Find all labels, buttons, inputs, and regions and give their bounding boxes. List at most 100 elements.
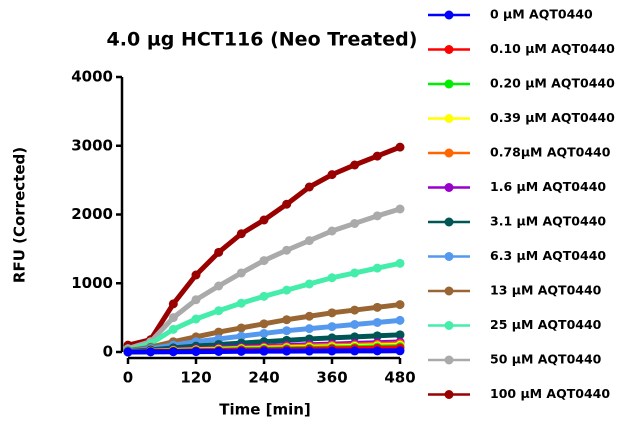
data-point [282,285,292,295]
data-point [236,268,246,278]
data-point [304,346,314,356]
legend-label: 13 µM AQT0440 [490,283,602,298]
legend-marker [444,183,454,192]
legend-marker [444,286,454,296]
data-point [191,295,201,305]
data-point [372,346,382,356]
y-tick-label: 4000 [71,68,113,86]
x-tick-label: 0 [123,369,133,387]
chart-title: 4.0 µg HCT116 (Neo Treated) [107,29,418,51]
data-point [395,346,405,356]
legend-marker [444,217,454,227]
data-point [372,317,382,327]
data-point [395,330,405,340]
data-point [236,346,246,356]
y-tick-label: 0 [103,343,113,361]
data-point [395,258,405,268]
x-tick-label: 480 [384,369,415,387]
legend-label: 6.3 µM AQT0440 [490,248,606,263]
data-point [372,263,382,273]
legend-label: 0.10 µM AQT0440 [490,41,615,56]
data-point [350,305,360,315]
data-point [214,247,224,257]
legend-label: 0.78µM AQT0440 [490,145,611,160]
data-point [327,170,337,180]
x-axis-title: Time [min] [219,401,311,419]
data-point [236,298,246,308]
data-point [350,160,360,170]
legend-label: 25 µM AQT0440 [490,317,602,332]
legend-marker [444,321,454,330]
data-point [372,331,382,341]
legend-label: 100 µM AQT0440 [490,386,610,401]
data-point [214,306,224,316]
data-point [395,204,405,214]
data-point [259,215,269,225]
legend-marker [444,114,454,123]
data-point [282,245,292,255]
data-point [282,326,292,336]
data-point [282,315,292,325]
data-point [327,308,337,318]
data-point [350,218,360,228]
data-point [259,319,269,329]
data-point [327,273,337,283]
data-point [191,314,201,324]
data-point [191,270,201,280]
data-point [168,347,178,357]
data-point [350,332,360,342]
data-point [214,346,224,356]
data-point [282,199,292,209]
legend-label: 3.1 µM AQT0440 [490,214,606,229]
data-point [395,300,405,310]
data-point [304,236,314,246]
data-point [304,324,314,334]
data-point [259,346,269,356]
legend-label: 0.39 µM AQT0440 [490,110,615,125]
x-tick-label: 360 [316,369,347,387]
data-point [236,323,246,333]
data-point [327,226,337,236]
data-point [372,211,382,221]
x-tick-label: 120 [180,369,211,387]
legend-marker [444,252,454,261]
data-point [350,320,360,329]
legend-label: 0 µM AQT0440 [490,7,593,22]
data-point [168,299,178,309]
data-point [259,328,269,338]
data-point [350,346,360,356]
data-point [214,327,224,337]
data-point [236,331,246,341]
data-point [123,347,133,357]
data-point [395,315,405,325]
legend-label: 50 µM AQT0440 [490,352,602,367]
legend-label: 0.20 µM AQT0440 [490,76,615,91]
x-tick-label: 240 [248,369,279,387]
y-tick-label: 2000 [71,205,113,223]
data-point [304,182,314,192]
legend-marker [444,10,454,20]
data-point [395,142,405,152]
data-point [191,347,201,357]
data-point [259,291,269,301]
data-point [372,302,382,312]
legend-marker [444,79,454,89]
data-point [214,281,224,291]
data-point [282,346,292,356]
legend-marker [444,355,454,365]
data-point [350,268,360,278]
data-point [327,333,337,343]
legend-marker [444,390,454,399]
data-point [236,229,246,239]
data-point [327,346,337,356]
legend-marker [444,148,454,158]
data-point [327,322,337,332]
data-point [259,256,269,266]
y-tick-label: 3000 [71,136,113,154]
data-point [304,311,314,321]
data-point [168,313,178,323]
y-tick-label: 1000 [71,274,113,292]
series-line [127,144,401,348]
data-point [146,347,156,357]
